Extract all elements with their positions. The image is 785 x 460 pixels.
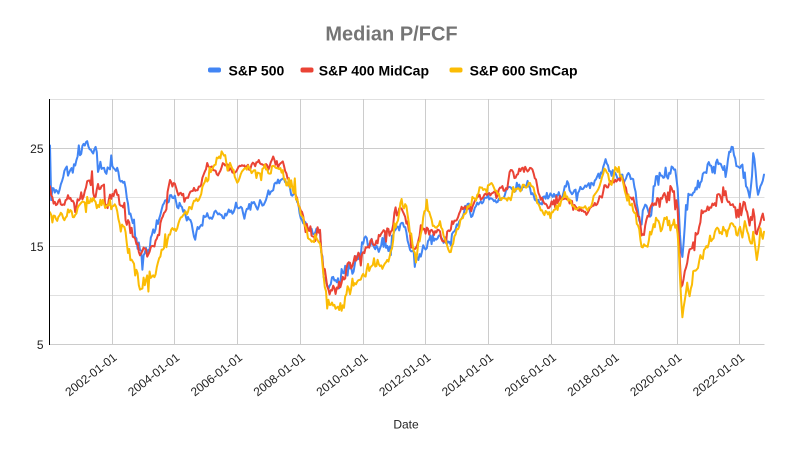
svg-text:5: 5 [37,338,44,352]
svg-text:15: 15 [30,240,44,254]
svg-text:S&P 500: S&P 500 [229,63,285,79]
svg-text:Median P/FCF: Median P/FCF [325,24,457,46]
svg-text:S&P 600 SmCap: S&P 600 SmCap [470,63,578,79]
svg-text:25: 25 [30,142,44,156]
svg-text:Date: Date [393,418,419,432]
svg-text:S&P 400 MidCap: S&P 400 MidCap [319,63,429,79]
